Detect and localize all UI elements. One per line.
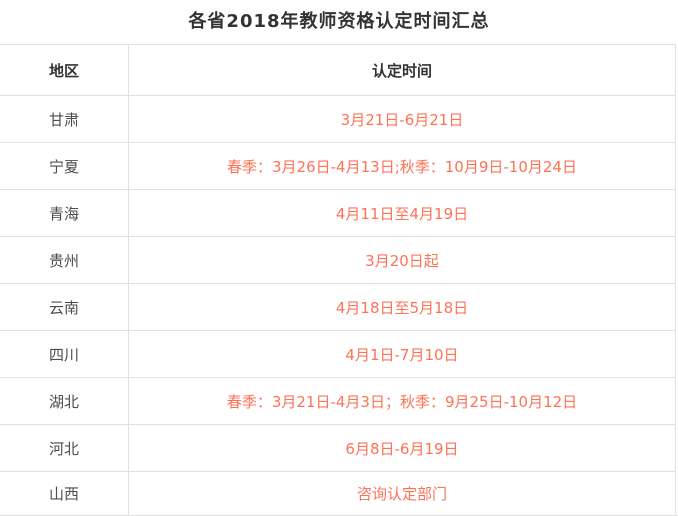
table-row: 甘肃 3月21日-6月21日 bbox=[0, 95, 676, 143]
table-row: 贵州 3月20日起 bbox=[0, 236, 676, 284]
region-cell: 河北 bbox=[0, 424, 129, 472]
region-cell: 湖北 bbox=[0, 377, 129, 425]
time-cell: 春季：3月21日-4月3日；秋季：9月25日-10月12日 bbox=[128, 377, 676, 425]
page-title: 各省2018年教师资格认定时间汇总 bbox=[188, 11, 490, 32]
table-row: 青海 4月11日至4月19日 bbox=[0, 189, 676, 237]
region-cell: 四川 bbox=[0, 330, 129, 378]
region-cell: 云南 bbox=[0, 283, 129, 331]
region-cell: 山西 bbox=[0, 471, 129, 515]
time-cell: 4月18日至5月18日 bbox=[128, 283, 676, 331]
column-header-time: 认定时间 bbox=[128, 44, 676, 96]
table-body: 甘肃 3月21日-6月21日 宁夏 春季：3月26日-4月13日;秋季：10月9日-1… bbox=[0, 95, 676, 515]
table-row: 宁夏 春季：3月26日-4月13日;秋季：10月9日-10月24日 bbox=[0, 142, 676, 190]
certification-table: 地区 认定时间 甘肃 3月21日-6月21日 宁夏 春季：3月26日-4月13日;秋季… bbox=[0, 44, 676, 515]
certification-table-wrapper: 地区 认定时间 甘肃 3月21日-6月21日 宁夏 春季：3月26日-4月13日;秋季… bbox=[0, 44, 678, 516]
table-header-row: 地区 认定时间 bbox=[0, 44, 676, 96]
table-row: 湖北 春季：3月21日-4月3日；秋季：9月25日-10月12日 bbox=[0, 377, 676, 425]
region-cell: 青海 bbox=[0, 189, 129, 237]
region-cell: 甘肃 bbox=[0, 95, 129, 143]
table-row: 云南 4月18日至5月18日 bbox=[0, 283, 676, 331]
time-cell: 春季：3月26日-4月13日;秋季：10月9日-10月24日 bbox=[128, 142, 676, 190]
table-row: 四川 4月1日-7月10日 bbox=[0, 330, 676, 378]
time-cell: 咨询认定部门 bbox=[128, 471, 676, 515]
table-header: 地区 认定时间 bbox=[0, 44, 676, 96]
time-cell: 4月1日-7月10日 bbox=[128, 330, 676, 378]
time-cell: 3月20日起 bbox=[128, 236, 676, 284]
region-cell: 贵州 bbox=[0, 236, 129, 284]
region-cell: 宁夏 bbox=[0, 142, 129, 190]
table-row: 河北 6月8日-6月19日 bbox=[0, 424, 676, 472]
table-row: 山西 咨询认定部门 bbox=[0, 471, 676, 515]
time-cell: 3月21日-6月21日 bbox=[128, 95, 676, 143]
time-cell: 6月8日-6月19日 bbox=[128, 424, 676, 472]
column-header-region: 地区 bbox=[0, 44, 129, 96]
time-cell: 4月11日至4月19日 bbox=[128, 189, 676, 237]
